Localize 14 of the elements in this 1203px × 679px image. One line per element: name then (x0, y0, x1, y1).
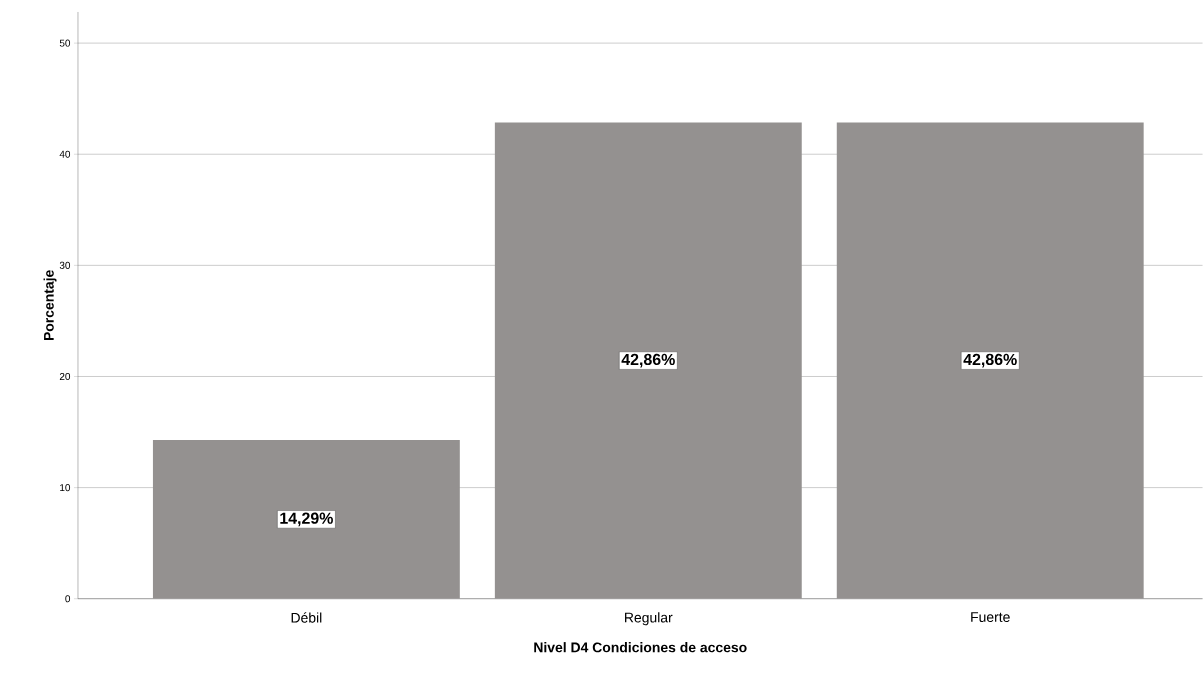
x-axis-title: Nivel D4 Condiciones de acceso (534, 642, 747, 653)
data-label: 42,86% (621, 353, 675, 368)
y-axis-title: Porcentaje (43, 270, 57, 341)
y-tick-label: 50 (59, 39, 71, 47)
y-tick-label: 30 (59, 261, 71, 270)
x-tick-label: Regular (625, 612, 673, 626)
y-tick-label: 40 (59, 150, 71, 158)
y-tick-label: 10 (60, 484, 71, 492)
data-label: 14,29% (280, 512, 333, 527)
y-tick-label: 0 (65, 595, 71, 603)
x-tick-label: Fuerte (971, 612, 1010, 623)
x-tick-label: Débil (291, 612, 322, 623)
data-label: 42,86% (963, 353, 1017, 368)
y-tick-label: 20 (59, 373, 71, 381)
